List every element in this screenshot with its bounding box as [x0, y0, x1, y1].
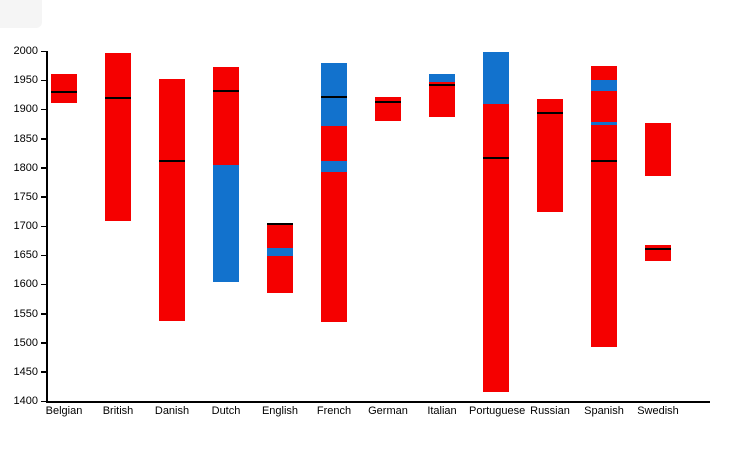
bar-segment-blue — [429, 74, 455, 82]
bar-segment-blue — [591, 80, 617, 92]
marker-line — [537, 111, 563, 114]
y-tick — [41, 371, 46, 373]
bar-segment-red — [591, 125, 617, 347]
x-axis — [46, 401, 710, 403]
marker-line — [213, 90, 239, 93]
bar-segment-red — [105, 53, 131, 222]
bar-segment-red — [321, 125, 347, 162]
y-tick — [41, 167, 46, 169]
y-tick — [41, 50, 46, 52]
y-tick-label: 1850 — [13, 132, 38, 145]
y-tick-label: 1400 — [13, 395, 38, 407]
marker-line — [159, 159, 185, 162]
bar-segment-blue — [267, 248, 293, 257]
category-label: English — [261, 405, 299, 417]
bar-segment-red — [321, 172, 347, 322]
bar-segment-blue — [213, 164, 239, 282]
y-tick — [41, 400, 46, 402]
bar-segment-blue — [321, 161, 347, 173]
y-tick-label: 1900 — [13, 103, 38, 116]
marker-line — [51, 91, 77, 94]
y-axis — [46, 51, 48, 402]
y-tick-label: 1450 — [13, 365, 38, 378]
y-tick — [41, 108, 46, 111]
category-label: Portuguese — [469, 405, 526, 417]
bar-segment-red — [645, 122, 671, 176]
y-tick — [41, 254, 46, 257]
y-tick — [41, 138, 46, 140]
y-tick-label: 1600 — [13, 278, 38, 291]
bar-segment-red — [591, 91, 617, 123]
marker-line — [591, 159, 617, 162]
y-tick — [41, 313, 46, 315]
category-label: Danish — [154, 405, 190, 417]
y-tick — [41, 283, 46, 286]
y-tick — [41, 225, 46, 227]
window-corner-artifact — [0, 0, 42, 28]
bar-segment-red — [159, 79, 185, 321]
bar-segment-red — [267, 222, 293, 249]
category-label: German — [368, 405, 408, 417]
y-tick-label: 1750 — [13, 190, 38, 203]
category-label: Italian — [427, 405, 457, 417]
bar-segment-blue — [321, 63, 347, 126]
marker-line — [267, 222, 293, 225]
y-tick-label: 1800 — [13, 161, 38, 174]
y-tick-label: 1950 — [13, 74, 38, 87]
y-tick-label: 1500 — [13, 336, 38, 349]
bar-segment-red — [267, 256, 293, 294]
y-tick-label: 1700 — [13, 220, 38, 232]
bar-segment-red — [213, 66, 239, 165]
marker-line — [645, 247, 671, 250]
marker-line — [429, 84, 455, 87]
bar-segment-red — [537, 98, 563, 212]
bar-segment-red — [51, 74, 77, 104]
marker-line — [105, 96, 131, 99]
marker-line — [375, 101, 401, 104]
bar-segment-red — [591, 66, 617, 81]
y-tick — [41, 79, 46, 82]
bar-segment-blue — [591, 122, 617, 126]
category-label: Spanish — [584, 405, 624, 417]
bar-segment-red — [483, 104, 509, 393]
category-label: French — [316, 405, 352, 417]
y-tick-label: 1650 — [13, 249, 38, 262]
bar-segment-blue — [483, 52, 509, 105]
y-tick-label: 2000 — [13, 45, 38, 57]
y-tick-label: 1550 — [13, 307, 38, 320]
category-label: Belgian — [45, 405, 83, 417]
category-label: Russian — [530, 405, 570, 417]
category-label: Dutch — [211, 405, 241, 417]
y-tick — [41, 196, 46, 198]
bar-segment-red — [429, 81, 455, 117]
y-tick — [41, 342, 46, 344]
marker-line — [483, 156, 509, 159]
marker-line — [321, 96, 347, 99]
category-label: British — [102, 405, 134, 417]
category-label: Swedish — [637, 405, 679, 417]
